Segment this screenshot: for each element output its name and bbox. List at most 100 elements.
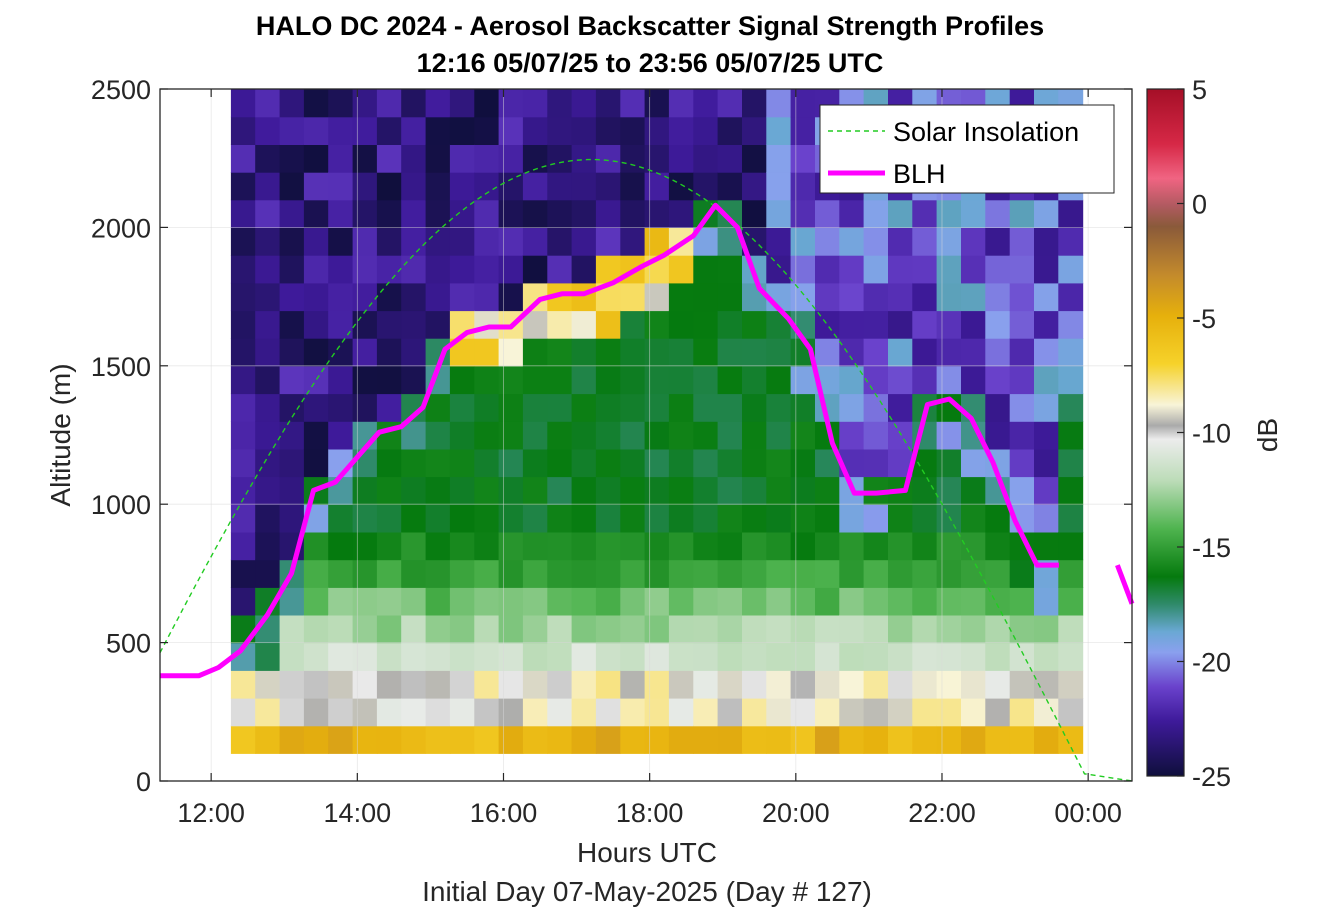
heatmap-cell [863, 199, 889, 228]
colorbar-tick-label: -5 [1192, 304, 1216, 334]
heatmap-cell [644, 393, 670, 422]
heatmap-cell [863, 670, 889, 699]
heatmap-cell [1058, 642, 1084, 671]
heatmap-cell [668, 642, 694, 671]
heatmap-cell [1009, 670, 1035, 699]
heatmap-cell [644, 282, 670, 312]
heatmap-cell [815, 282, 840, 312]
heatmap-cell [230, 587, 256, 616]
heatmap-cell [912, 365, 938, 395]
heatmap-cell [352, 614, 378, 644]
heatmap-cell [863, 587, 889, 616]
heatmap-cell [352, 365, 378, 395]
heatmap-cell [620, 282, 646, 312]
heatmap-cell [717, 172, 743, 201]
heatmap-cell [449, 476, 475, 505]
heatmap-cell [376, 670, 402, 699]
heatmap-cell [449, 89, 475, 118]
heatmap-cell [303, 310, 329, 339]
heatmap-cell [352, 199, 378, 228]
heatmap-cell [230, 448, 256, 478]
heatmap-cell [230, 559, 256, 588]
heatmap-cell [644, 725, 670, 754]
heatmap-cell [1058, 670, 1084, 699]
heatmap-cell [595, 448, 621, 478]
heatmap-cell [328, 282, 354, 312]
heatmap-cell [620, 421, 646, 450]
heatmap-cell [352, 725, 378, 754]
heatmap-cell [717, 504, 743, 533]
heatmap-cell [279, 282, 305, 312]
heatmap-cell [328, 310, 354, 339]
heatmap-cell [693, 559, 719, 588]
heatmap-cell [790, 144, 816, 173]
heatmap-cell [742, 587, 767, 616]
heatmap-cell [888, 559, 913, 588]
heatmap-cell [425, 642, 451, 671]
heatmap-cell [961, 476, 986, 505]
heatmap-cell [766, 448, 792, 478]
heatmap-cell [1009, 310, 1035, 339]
heatmap-cell [1009, 642, 1035, 671]
heatmap-cell [303, 670, 329, 699]
heatmap-cell [498, 421, 524, 450]
heatmap-cell [815, 531, 840, 561]
heatmap-cell [547, 89, 573, 118]
heatmap-cell [255, 725, 281, 754]
heatmap-cell [449, 614, 475, 644]
heatmap-cell [255, 89, 281, 118]
heatmap-cell [766, 116, 792, 145]
heatmap-cell [303, 614, 329, 644]
heatmap-cell [571, 587, 597, 616]
heatmap-cell [401, 338, 427, 367]
heatmap-cell [742, 725, 767, 754]
heatmap-cell [498, 255, 524, 284]
heatmap-cell [522, 89, 548, 118]
heatmap-cell [376, 144, 402, 173]
heatmap-cell [693, 89, 719, 118]
heatmap-cell [595, 670, 621, 699]
heatmap-cell [668, 614, 694, 644]
heatmap-cell [449, 365, 475, 395]
heatmap-cell [717, 476, 743, 505]
heatmap-cell [255, 338, 281, 367]
heatmap-cell [912, 725, 938, 754]
y-tick-label: 2500 [91, 75, 151, 105]
heatmap-cell [936, 199, 962, 228]
heatmap-cell [742, 89, 767, 118]
solar-insolation-line [159, 158, 1133, 782]
heatmap-cell [888, 642, 913, 671]
heatmap-cell [522, 421, 548, 450]
heatmap-cell [498, 698, 524, 727]
heatmap-cell [620, 227, 646, 256]
heatmap-cell [595, 393, 621, 422]
heatmap-cell [376, 504, 402, 533]
heatmap-cell [230, 255, 256, 284]
heatmap-cell [303, 172, 329, 201]
heatmap-cell [961, 614, 986, 644]
heatmap-cell [498, 504, 524, 533]
heatmap-cell [376, 338, 402, 367]
y-tick-label: 2000 [91, 213, 151, 243]
heatmap-cell [303, 365, 329, 395]
heatmap-cell [425, 587, 451, 616]
heatmap-cell [1009, 448, 1035, 478]
heatmap-cell [620, 310, 646, 339]
heatmap-cell [595, 587, 621, 616]
heatmap-cell [693, 642, 719, 671]
heatmap-cell [644, 89, 670, 118]
heatmap-cell [1034, 587, 1059, 616]
heatmap-cell [766, 642, 792, 671]
heatmap-cell [717, 282, 743, 312]
heatmap-cell [255, 421, 281, 450]
heatmap-cell [255, 282, 281, 312]
x-tick-label: 16:00 [470, 798, 538, 828]
heatmap-cell [255, 255, 281, 284]
heatmap-cell [425, 448, 451, 478]
heatmap-cell [863, 559, 889, 588]
heatmap-cell [863, 448, 889, 478]
x-axis: 12:00 14:00 16:00 18:00 20:00 22:00 00:00 [177, 89, 1122, 828]
heatmap-cell [401, 227, 427, 256]
heatmap-cell [498, 531, 524, 561]
heatmap-cell [595, 642, 621, 671]
